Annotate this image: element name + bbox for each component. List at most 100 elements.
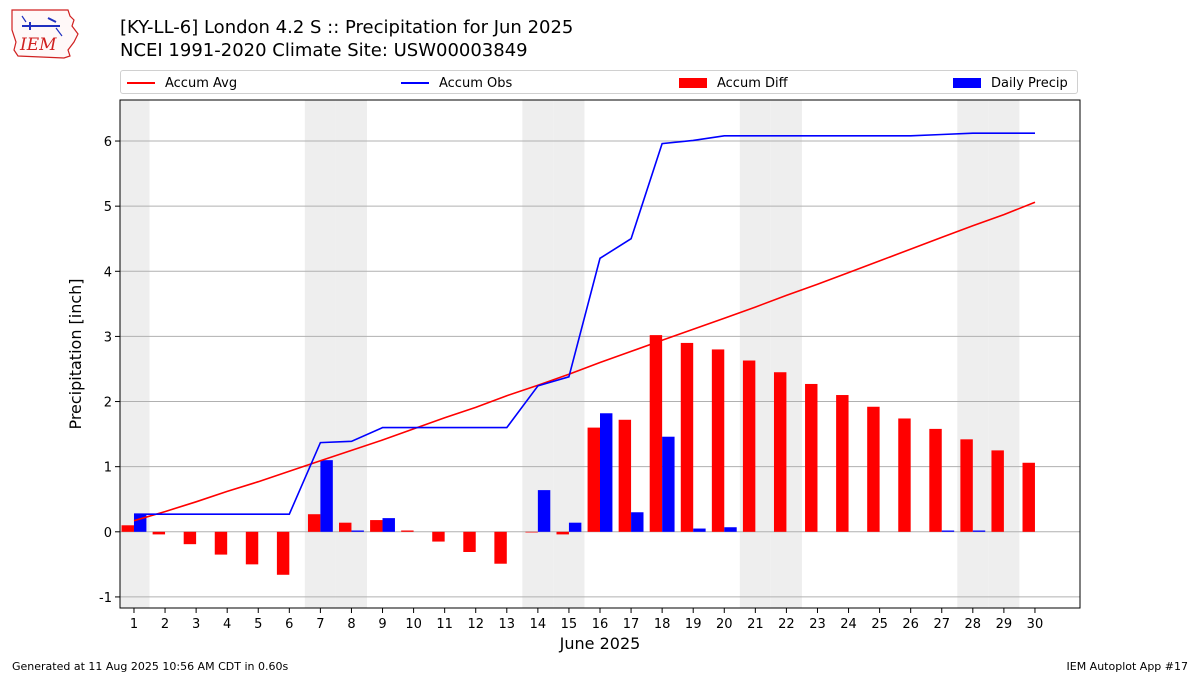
- x-tick-label: 22: [778, 617, 795, 632]
- legend-line-swatch: [401, 82, 429, 84]
- legend-label: Accum Avg: [165, 75, 238, 91]
- x-tick-label: 15: [561, 617, 578, 632]
- daily-precip-bar: [662, 436, 675, 532]
- x-tick-label: 20: [716, 617, 733, 632]
- x-tick-label: 21: [747, 617, 764, 632]
- daily-precip-bar: [693, 528, 706, 532]
- bar-series: [121, 335, 1035, 575]
- accum-diff-bar: [401, 530, 414, 532]
- legend-label: Accum Obs: [439, 75, 513, 91]
- accum-diff-bar: [152, 531, 166, 535]
- x-tick-label: 19: [685, 617, 702, 632]
- daily-precip-bar: [941, 530, 955, 532]
- accum-diff-bar: [991, 450, 1004, 532]
- accum-diff-bar: [711, 349, 725, 532]
- x-tick-label: 14: [530, 617, 547, 632]
- y-tick-label: 2: [104, 396, 112, 411]
- accum-obs-line: [134, 132, 1035, 516]
- chart-title-line1: [KY-LL-6] London 4.2 S :: Precipitation …: [120, 17, 574, 38]
- x-tick-label: 3: [192, 617, 200, 632]
- x-tick-label: 16: [592, 617, 609, 632]
- x-tick-label: 27: [933, 617, 950, 632]
- legend-patch-swatch: [679, 78, 707, 88]
- x-tick-label: 30: [1027, 617, 1044, 632]
- accum-diff-bar: [463, 531, 476, 552]
- accum-diff-bar: [370, 520, 383, 532]
- x-tick-label: 24: [840, 617, 857, 632]
- x-tick-label: 8: [347, 617, 355, 632]
- accum-diff-bar: [494, 531, 507, 564]
- daily-precip-bar: [320, 460, 333, 532]
- accum-diff-bar: [339, 522, 352, 532]
- x-tick-label: 23: [809, 617, 826, 632]
- accum-avg-line: [133, 201, 1036, 522]
- legend-line-swatch: [127, 82, 155, 84]
- legend-label: Daily Precip: [991, 75, 1068, 91]
- x-tick-label: 25: [871, 617, 888, 632]
- accum-diff-bar: [587, 427, 600, 532]
- accum-diff-bar: [867, 406, 880, 532]
- y-tick-label: 3: [104, 330, 112, 345]
- accum-diff-bar: [525, 531, 538, 533]
- y-tick-label: 0: [104, 526, 112, 541]
- x-tick-label: 13: [499, 617, 516, 632]
- accum-diff-bar: [773, 372, 787, 532]
- accum-diff-bar: [214, 531, 228, 555]
- x-tick-label: 5: [254, 617, 262, 632]
- y-tick-label: -1: [99, 591, 112, 606]
- accum-diff-bar: [307, 514, 321, 532]
- accum-diff-bar: [929, 428, 942, 532]
- x-tick-label: 26: [902, 617, 919, 632]
- accum-diff-bar: [742, 360, 756, 532]
- daily-precip-bar: [972, 530, 986, 532]
- app-credit: IEM Autoplot App #17: [1066, 660, 1189, 673]
- x-axis-label: June 2025: [559, 634, 641, 653]
- y-axis-label: Precipitation [inch]: [66, 278, 85, 429]
- accum-diff-bar: [183, 531, 197, 545]
- legend-item-daily-precip: Daily Precip: [953, 71, 1068, 95]
- daily-precip-bar: [351, 530, 364, 532]
- x-tick-label: 12: [467, 617, 484, 632]
- daily-precip-bar: [382, 518, 395, 532]
- accum-diff-bar: [121, 525, 134, 532]
- x-tick-label: 28: [965, 617, 982, 632]
- legend-patch-swatch: [953, 78, 981, 88]
- chart-legend: Accum Avg Accum Obs Accum Diff Daily Pre…: [120, 70, 1078, 94]
- daily-precip-bar: [724, 527, 737, 532]
- x-tick-label: 10: [405, 617, 422, 632]
- y-tick-label: 5: [104, 200, 112, 215]
- generated-timestamp: Generated at 11 Aug 2025 10:56 AM CDT in…: [12, 660, 289, 673]
- accum-diff-bar: [432, 531, 445, 542]
- daily-precip-bar: [568, 522, 582, 532]
- accum-diff-bar: [276, 531, 290, 575]
- logo-text: IEM: [19, 35, 57, 55]
- daily-precip-bar: [600, 413, 613, 532]
- y-tick-label: 6: [104, 135, 112, 150]
- x-tick-label: 17: [623, 617, 640, 632]
- x-tick-label: 6: [285, 617, 293, 632]
- daily-precip-bar: [631, 512, 644, 532]
- accum-diff-bar: [805, 383, 818, 532]
- x-tick-label: 11: [436, 617, 453, 632]
- accum-diff-bar: [680, 342, 694, 532]
- legend-label: Accum Diff: [717, 75, 788, 91]
- y-tick-label: 1: [104, 461, 112, 476]
- daily-precip-bar: [537, 490, 551, 532]
- legend-item-accum-diff: Accum Diff: [679, 71, 788, 95]
- accum-diff-bar: [836, 395, 849, 532]
- x-tick-label: 7: [316, 617, 324, 632]
- accum-diff-bar: [618, 419, 632, 532]
- x-tick-label: 9: [378, 617, 386, 632]
- x-tick-label: 2: [161, 617, 169, 632]
- y-tick-label: 4: [104, 265, 112, 280]
- accum-diff-bar: [898, 418, 911, 532]
- accum-diff-bar: [245, 531, 259, 565]
- chart-title-line2: NCEI 1991-2020 Climate Site: USW00003849: [120, 40, 528, 61]
- accum-diff-bar: [1022, 462, 1035, 532]
- legend-item-accum-obs: Accum Obs: [401, 71, 512, 95]
- accum-diff-bar: [556, 531, 569, 535]
- iem-logo: IEM: [11, 9, 79, 59]
- x-tick-label: 29: [996, 617, 1013, 632]
